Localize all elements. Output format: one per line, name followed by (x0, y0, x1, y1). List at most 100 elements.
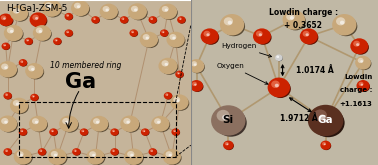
Circle shape (270, 80, 291, 98)
Circle shape (146, 37, 149, 39)
Circle shape (172, 96, 189, 111)
Circle shape (303, 31, 310, 37)
Circle shape (81, 130, 84, 132)
Circle shape (169, 154, 172, 157)
Circle shape (228, 21, 232, 25)
Circle shape (300, 28, 318, 44)
Bar (19, 102, 176, 157)
Circle shape (178, 73, 180, 74)
Circle shape (161, 5, 178, 20)
Text: Hydrogen: Hydrogen (221, 43, 271, 57)
Circle shape (127, 151, 135, 157)
Circle shape (352, 40, 369, 55)
Circle shape (28, 65, 35, 71)
Text: 1.0174 Å: 1.0174 Å (296, 66, 333, 75)
Circle shape (61, 117, 79, 133)
Circle shape (222, 115, 228, 120)
Circle shape (162, 6, 169, 12)
Circle shape (92, 154, 95, 157)
Circle shape (20, 129, 27, 136)
Circle shape (73, 149, 77, 152)
Circle shape (102, 5, 119, 20)
Circle shape (4, 121, 8, 124)
Circle shape (358, 58, 364, 63)
Circle shape (319, 115, 325, 120)
Circle shape (256, 31, 263, 37)
Circle shape (173, 130, 176, 132)
Circle shape (20, 60, 23, 63)
Circle shape (286, 13, 295, 20)
Circle shape (180, 18, 181, 20)
Circle shape (96, 121, 99, 124)
Circle shape (65, 14, 73, 20)
Circle shape (4, 66, 8, 69)
Circle shape (176, 99, 180, 102)
Circle shape (340, 21, 344, 25)
Text: 10 membered ring: 10 membered ring (50, 62, 122, 70)
Circle shape (224, 17, 233, 25)
Circle shape (62, 118, 70, 124)
Circle shape (48, 5, 51, 8)
Circle shape (3, 92, 12, 99)
Circle shape (177, 16, 186, 23)
Circle shape (353, 41, 360, 47)
Circle shape (158, 58, 178, 74)
Text: Ga: Ga (318, 115, 333, 125)
Circle shape (142, 129, 150, 136)
Circle shape (27, 65, 44, 79)
Circle shape (275, 84, 279, 87)
Circle shape (29, 12, 47, 27)
Circle shape (38, 148, 46, 155)
Circle shape (177, 72, 180, 74)
Circle shape (161, 30, 169, 37)
Circle shape (48, 148, 67, 165)
Circle shape (93, 17, 96, 20)
Text: charge :: charge : (340, 87, 372, 93)
Circle shape (39, 149, 46, 156)
Circle shape (149, 149, 157, 156)
Circle shape (203, 31, 210, 37)
Circle shape (283, 10, 305, 30)
Circle shape (173, 97, 180, 103)
Circle shape (19, 128, 27, 136)
Circle shape (32, 118, 39, 124)
Circle shape (356, 80, 370, 92)
Circle shape (51, 130, 54, 132)
Circle shape (100, 4, 118, 19)
Circle shape (149, 17, 157, 24)
Circle shape (4, 25, 23, 41)
Circle shape (31, 118, 48, 132)
Circle shape (122, 117, 140, 133)
Circle shape (102, 6, 110, 12)
Circle shape (80, 128, 88, 136)
Circle shape (215, 109, 247, 137)
Circle shape (5, 93, 8, 96)
Circle shape (105, 9, 109, 11)
Circle shape (153, 118, 170, 132)
Circle shape (39, 149, 42, 152)
Circle shape (10, 30, 13, 33)
Circle shape (163, 32, 164, 33)
Circle shape (159, 4, 177, 19)
Circle shape (175, 71, 184, 78)
Circle shape (220, 14, 244, 35)
Circle shape (54, 154, 57, 157)
Circle shape (332, 14, 356, 35)
Circle shape (35, 121, 38, 124)
Circle shape (20, 154, 23, 157)
Circle shape (65, 29, 73, 37)
Circle shape (13, 8, 20, 14)
Circle shape (49, 128, 58, 136)
Circle shape (72, 148, 81, 155)
Circle shape (50, 150, 68, 165)
Text: +1.1613: +1.1613 (339, 101, 372, 107)
Text: 1.9712 Å: 1.9712 Å (280, 114, 318, 123)
Circle shape (113, 131, 115, 132)
Circle shape (130, 154, 134, 157)
Text: Lowdin: Lowdin (344, 74, 372, 80)
Circle shape (171, 128, 180, 136)
Circle shape (166, 151, 172, 157)
Circle shape (29, 116, 47, 132)
Circle shape (154, 118, 161, 124)
Circle shape (73, 2, 90, 17)
